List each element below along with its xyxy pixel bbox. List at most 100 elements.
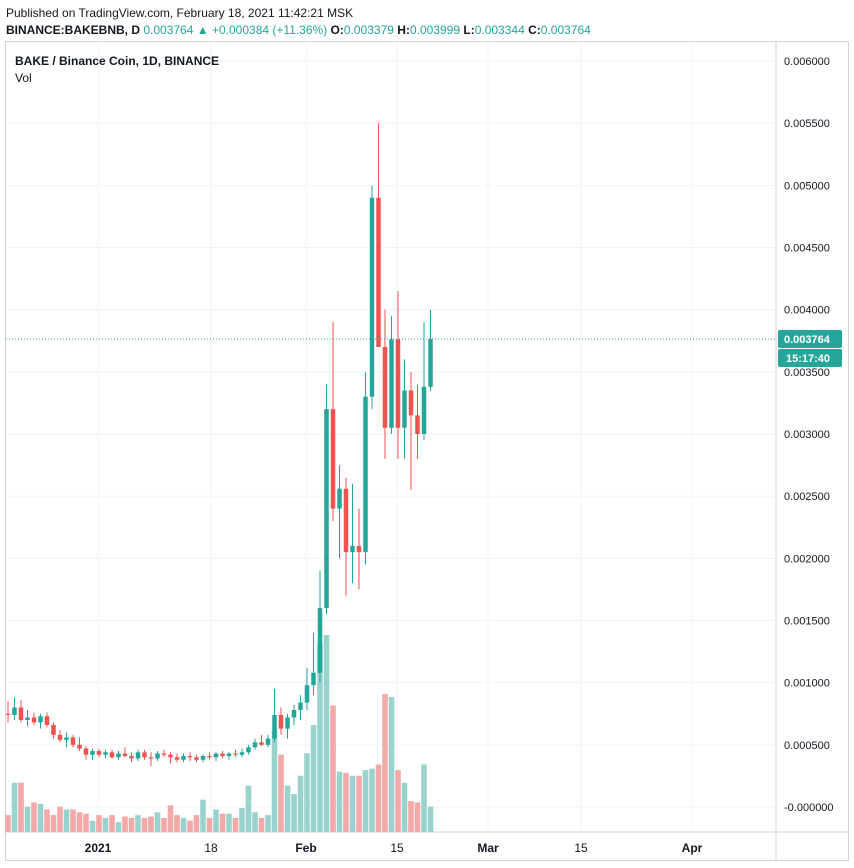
- high-label: H:: [397, 23, 410, 37]
- price-tick-label: 0.001500: [784, 616, 830, 628]
- time-tick-label: 2021: [85, 841, 112, 855]
- volume-bar: [96, 815, 102, 832]
- price-tick-label: 0.003000: [784, 429, 830, 441]
- candle-body: [259, 742, 264, 745]
- countdown-tag: [778, 349, 842, 368]
- candle-body: [285, 717, 290, 729]
- candle-body: [330, 409, 336, 509]
- volume-bar: [44, 809, 50, 832]
- candle-body: [51, 724, 56, 735]
- volume-bar: [187, 820, 193, 832]
- candle-body: [135, 752, 141, 759]
- volume-bar: [11, 782, 18, 832]
- volume-legend: Vol: [15, 71, 32, 85]
- candle-body: [57, 734, 63, 740]
- candle-body: [324, 409, 329, 609]
- price-tick-label: 0.002500: [784, 491, 830, 503]
- volume-bar: [135, 815, 141, 832]
- volume-bar: [343, 772, 349, 832]
- price-tick-label: 0.004500: [784, 243, 830, 255]
- low-value: 0.003344: [474, 23, 525, 37]
- candle-body: [44, 716, 50, 725]
- price-tick-label: -0.000000: [784, 802, 834, 814]
- candle-body: [226, 753, 232, 757]
- volume-bar: [226, 813, 232, 832]
- candle-body: [428, 339, 433, 387]
- volume-bar: [161, 817, 167, 832]
- candle-body: [213, 753, 219, 758]
- volume-bar: [141, 817, 148, 832]
- candle-body: [343, 488, 349, 553]
- volume-bar: [349, 775, 356, 832]
- volume-bar: [323, 635, 330, 832]
- candle-body: [304, 685, 310, 703]
- candle-body: [298, 702, 303, 711]
- candle-body: [200, 756, 206, 760]
- open-value: 0.003379: [343, 23, 394, 37]
- price-tick-label: 0.005500: [784, 118, 830, 130]
- candle-body: [181, 756, 186, 760]
- candle-body: [18, 707, 24, 720]
- close-value: 0.003764: [540, 23, 591, 37]
- candle-body: [207, 756, 212, 758]
- chart-frame: [5, 41, 849, 861]
- volume-bar: [408, 801, 414, 832]
- candle-body: [291, 710, 297, 718]
- candle-body: [129, 756, 134, 759]
- candle-body: [246, 747, 251, 753]
- candle-body: [350, 545, 355, 553]
- price-change: +0.000384 (+11.36%): [211, 23, 328, 37]
- price-tick-label: 0.002000: [784, 553, 830, 565]
- candle-body: [278, 714, 284, 729]
- candle-body: [252, 742, 258, 748]
- volume-bar: [154, 812, 161, 832]
- volume-bar: [356, 775, 362, 832]
- candle-body: [389, 339, 394, 428]
- close-label: C:: [528, 23, 541, 37]
- volume-bar: [18, 782, 24, 832]
- candle-body: [5, 713, 11, 715]
- candle-body: [363, 396, 368, 553]
- volume-bar: [304, 753, 310, 832]
- candle-body: [103, 752, 108, 755]
- volume-bar: [395, 770, 401, 832]
- candle-body: [311, 672, 316, 686]
- price-tick-label: 0.003500: [784, 367, 830, 379]
- candle-body: [337, 488, 342, 509]
- open-label: O:: [330, 23, 344, 37]
- candle-body: [83, 748, 89, 755]
- candle-body: [265, 738, 271, 745]
- time-tick-label: 15: [574, 841, 588, 855]
- last-price: 0.003764: [143, 23, 194, 37]
- volume-bar: [31, 802, 37, 832]
- time-tick-label: Apr: [682, 841, 703, 855]
- candle-body: [142, 752, 147, 758]
- volume-bar: [115, 822, 122, 832]
- volume-bar: [200, 799, 206, 832]
- volume-bar: [421, 764, 427, 832]
- volume-bar: [284, 785, 291, 832]
- published-note: Published on TradingView.com, February 1…: [6, 6, 354, 20]
- candle-body: [382, 346, 388, 428]
- volume-bar: [375, 764, 382, 832]
- volume-bar: [193, 815, 200, 832]
- candle-body: [239, 752, 245, 755]
- candle-body: [38, 716, 43, 723]
- volume-bar: [109, 815, 115, 832]
- candle-body: [421, 386, 427, 434]
- candle-body: [161, 753, 167, 755]
- candle-body: [12, 707, 17, 715]
- volume-bar: [206, 817, 213, 832]
- symbol-label: BINANCE:BAKEBNB, D: [6, 23, 140, 37]
- candle-body: [109, 752, 115, 758]
- countdown-tag-text: 15:17:40: [786, 353, 830, 365]
- candle-body: [369, 197, 375, 397]
- candle-body: [395, 339, 401, 428]
- candle-body: [70, 737, 76, 745]
- candle-body: [148, 757, 154, 759]
- candle-body: [187, 756, 193, 758]
- candle-body: [194, 757, 199, 760]
- candle-body: [155, 753, 160, 759]
- volume-bar: [174, 815, 180, 832]
